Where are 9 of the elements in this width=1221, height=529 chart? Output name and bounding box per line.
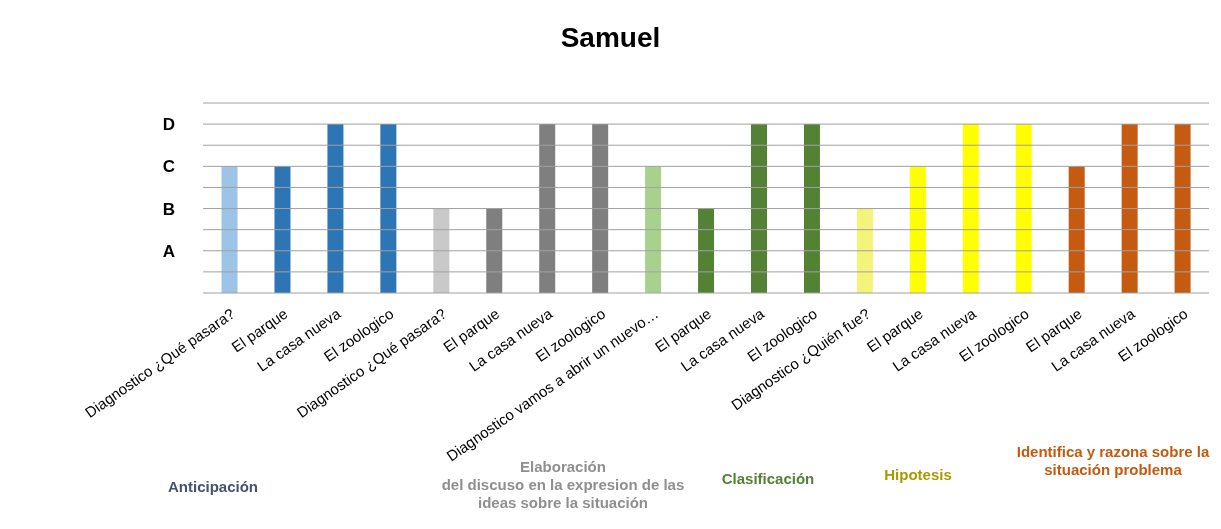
ref-line-label: B <box>162 199 175 219</box>
text: Clasificación <box>720 470 816 488</box>
text: Identifica y razona sobre la situación problema <box>1015 443 1211 479</box>
ref-line-label: A <box>162 241 175 261</box>
chart-title: Samuel <box>559 22 662 54</box>
text: Anticipación <box>167 478 259 496</box>
text: Hipotesis <box>883 466 953 484</box>
ref-line-label: C <box>162 157 175 177</box>
ref-line-label: D <box>162 115 175 135</box>
